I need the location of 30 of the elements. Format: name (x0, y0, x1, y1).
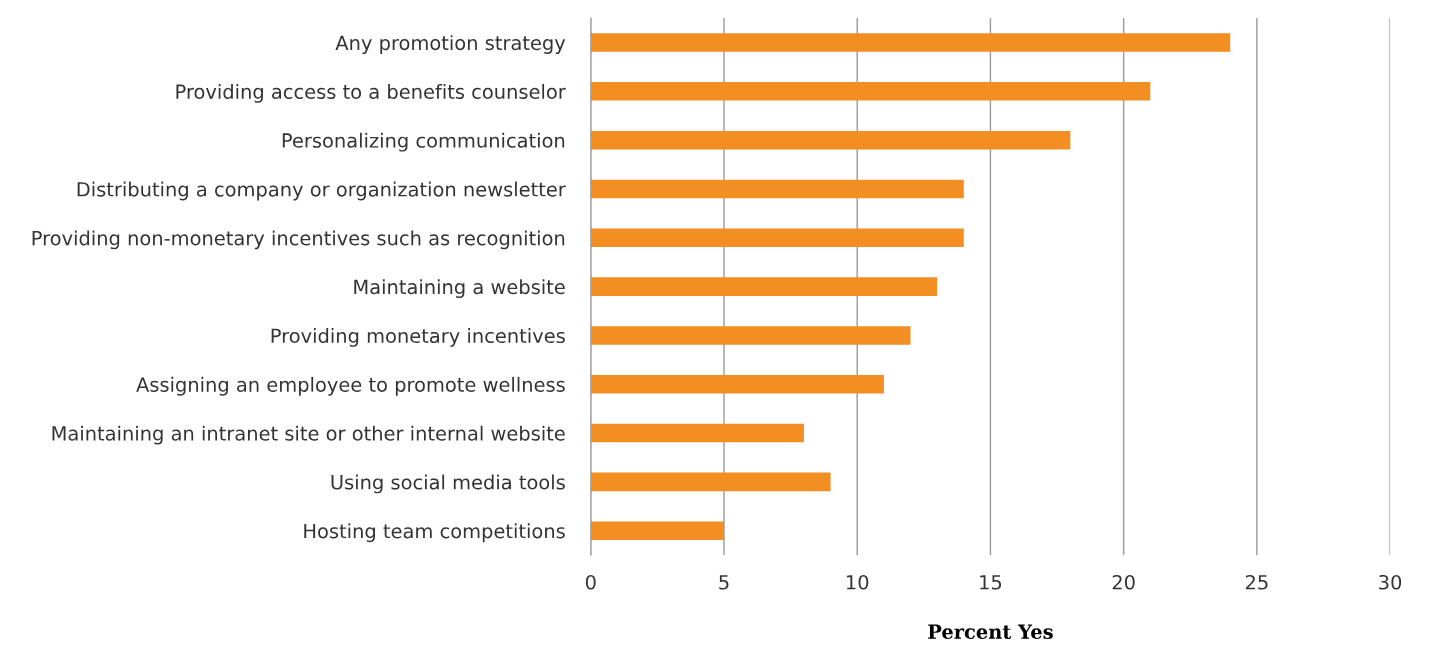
x-tick-label: 10 (846, 574, 869, 590)
x-tick-label: 15 (980, 575, 1002, 590)
x-tick-label: 30 (1379, 574, 1402, 590)
x-tick-label: 20 (1112, 574, 1135, 590)
y-tick-label: Maintaining an intranet site or other internal website (52, 425, 565, 445)
y-tick-label: Hosting team competitions (304, 523, 565, 543)
bar (590, 33, 1231, 52)
y-tick-label: Providing non-monetary incentives such as recognition (32, 230, 565, 250)
bar (590, 423, 804, 443)
bar (590, 277, 938, 296)
x-tick-label: 25 (1245, 574, 1268, 590)
y-tick-label: Distributing a company or organization newsletter (77, 181, 566, 201)
y-tick-label: Any promotion strategy (335, 35, 566, 54)
bar (590, 179, 964, 199)
bar (590, 326, 911, 345)
x-tick-label: 0 (585, 574, 596, 590)
bar (590, 472, 831, 492)
bar (590, 374, 884, 394)
y-tick-label: Maintaining a website (354, 279, 565, 299)
x-tick-label: 5 (719, 575, 729, 590)
y-tick-label: Personalizing communication (282, 132, 565, 152)
y-tick-label: Using social media tools (331, 474, 565, 494)
x-axis-title: Percent Yes (928, 624, 1053, 639)
bar (590, 82, 1151, 101)
bar (590, 130, 1071, 150)
y-tick-label: Providing monetary incentives (271, 328, 565, 347)
bar (590, 228, 964, 248)
y-tick-label: Providing access to a benefits counselor (176, 83, 566, 103)
bar (590, 521, 724, 540)
y-tick-label: Assigning an employee to promote wellness (136, 376, 565, 396)
